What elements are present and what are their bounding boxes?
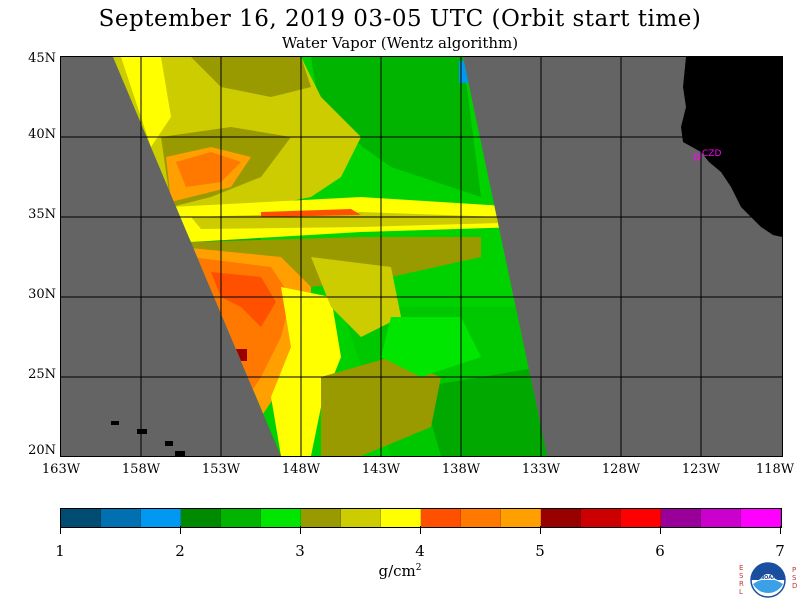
colorbar-tick [540, 526, 541, 534]
colorbar-tick [60, 526, 61, 534]
colorbar-label-5: 5 [535, 542, 545, 560]
colorbar-segment [61, 509, 101, 527]
island-1 [111, 421, 119, 425]
coastline-land [681, 57, 782, 237]
colorbar-label-6: 6 [655, 542, 665, 560]
lon-label-118w: 118W [755, 462, 795, 477]
svg-text:P: P [792, 566, 796, 574]
colorbar-segment [461, 509, 501, 527]
colorbar [60, 508, 782, 528]
svg-text:R: R [739, 580, 744, 588]
map-svg: CZD [61, 57, 782, 456]
lat-label-45n: 45N [28, 51, 56, 66]
colorbar-segment [621, 509, 661, 527]
colorbar-segment [421, 509, 461, 527]
units-exponent: 2 [415, 563, 422, 573]
colorbar-segment [101, 509, 141, 527]
island-2 [137, 429, 147, 434]
colorbar-segment [741, 509, 781, 527]
svg-text:D: D [792, 582, 797, 590]
lon-label-163w: 163W [41, 462, 81, 477]
lon-label-128w: 128W [601, 462, 641, 477]
logo-text: NOAA [760, 575, 776, 581]
colorbar-segment [581, 509, 621, 527]
units-text: g/cm [378, 562, 416, 580]
colorbar-segment [701, 509, 741, 527]
lon-label-143w: 143W [361, 462, 401, 477]
swath-fields [113, 57, 547, 456]
lon-label-123w: 123W [681, 462, 721, 477]
colorbar-segment [181, 509, 221, 527]
lat-label-35n: 35N [28, 207, 56, 222]
lat-label-20n: 20N [28, 443, 56, 458]
colorbar-segment [301, 509, 341, 527]
station-marker [693, 153, 701, 161]
lat-label-40n: 40N [28, 127, 56, 142]
svg-text:S: S [739, 572, 744, 580]
svg-text:E: E [739, 564, 743, 572]
lon-label-158w: 158W [121, 462, 161, 477]
colorbar-segment [381, 509, 421, 527]
colorbar-tick [300, 526, 301, 534]
graticule [61, 57, 782, 456]
lon-label-133w: 133W [521, 462, 561, 477]
colorbar-tick [780, 526, 781, 534]
colorbar-units: g/cm2 [360, 562, 440, 580]
colorbar-label-4: 4 [415, 542, 425, 560]
map-panel: CZD [60, 56, 783, 457]
station-label: CZD [702, 149, 721, 159]
colorbar-segment [141, 509, 181, 527]
colorbar-segment [261, 509, 301, 527]
colorbar-segment [221, 509, 261, 527]
lon-label-138w: 138W [441, 462, 481, 477]
lon-label-148w: 148W [281, 462, 321, 477]
colorbar-label-2: 2 [175, 542, 185, 560]
colorbar-label-7: 7 [775, 542, 785, 560]
lon-label-153w: 153W [201, 462, 241, 477]
colorbar-label-1: 1 [55, 542, 65, 560]
colorbar-segment [341, 509, 381, 527]
colorbar-segment [501, 509, 541, 527]
svg-text:S: S [792, 574, 797, 582]
island-3 [165, 441, 173, 446]
chart-subtitle: Water Vapor (Wentz algorithm) [281, 34, 519, 52]
colorbar-label-3: 3 [295, 542, 305, 560]
colorbar-tick [420, 526, 421, 534]
colorbar-tick [660, 526, 661, 534]
svg-text:L: L [739, 588, 743, 596]
lat-label-25n: 25N [28, 367, 56, 382]
lat-label-30n: 30N [28, 287, 56, 302]
chart-title: September 16, 2019 03-05 UTC (Orbit star… [98, 6, 702, 32]
colorbar-tick [180, 526, 181, 534]
colorbar-segment [661, 509, 701, 527]
colorbar-segment [541, 509, 581, 527]
island-4 [175, 451, 185, 456]
